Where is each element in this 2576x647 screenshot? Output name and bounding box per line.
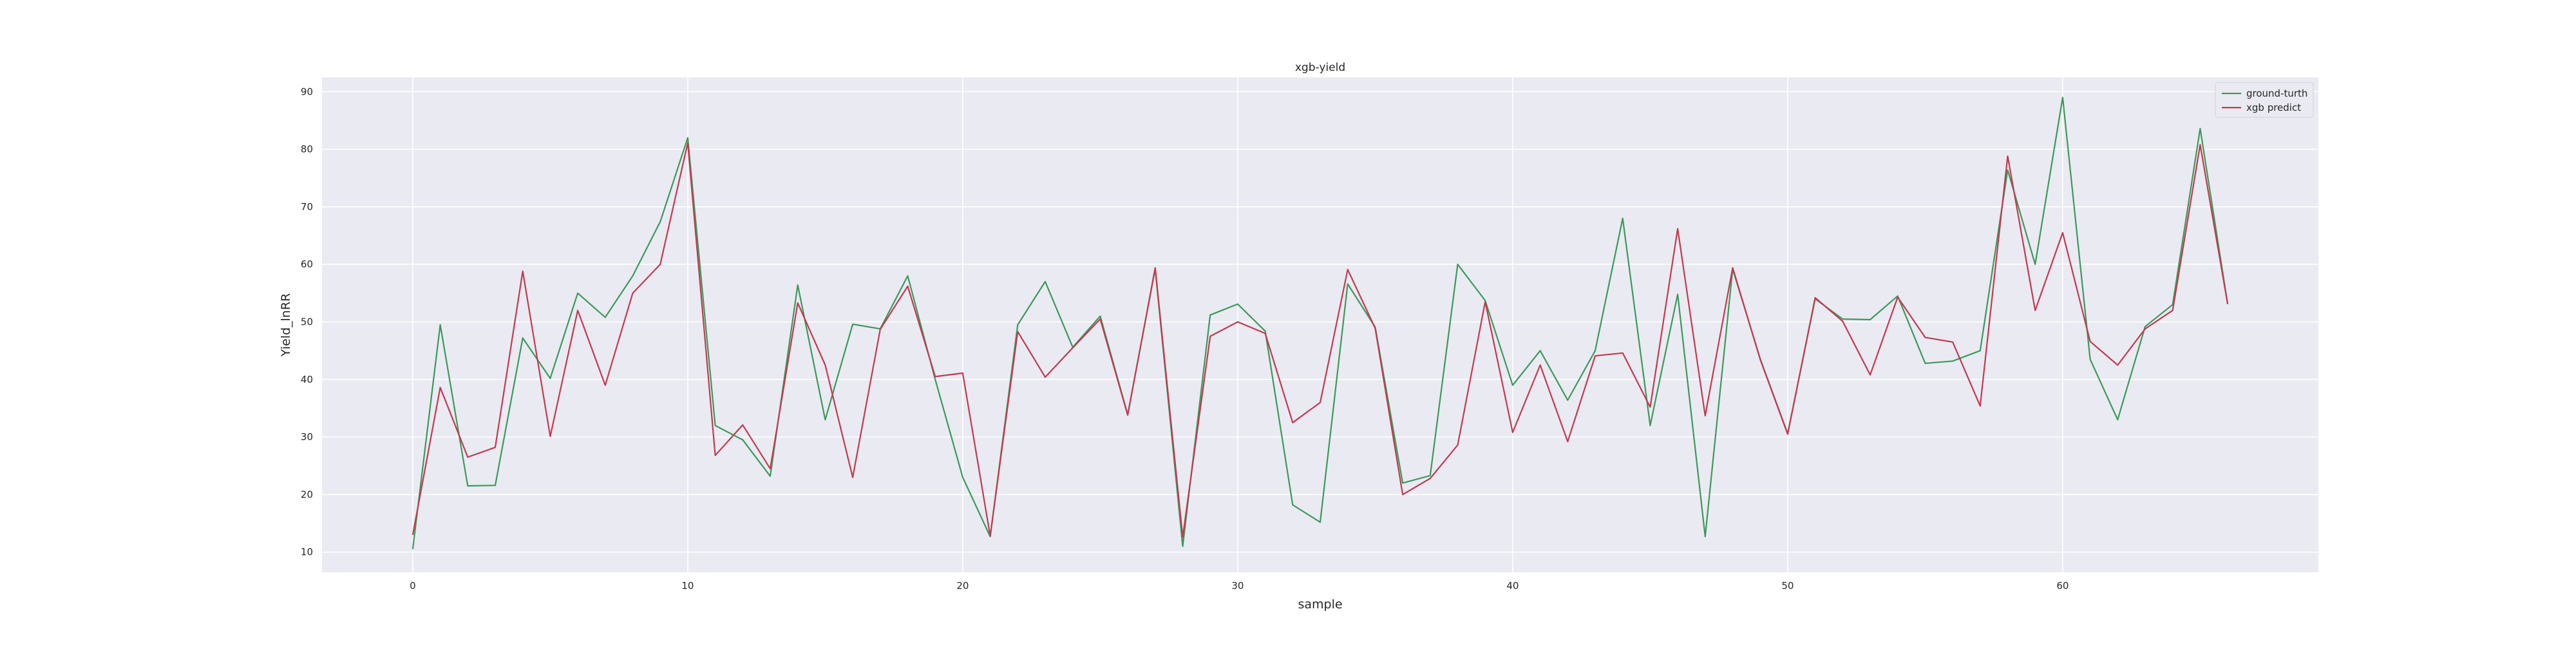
y-tick-label: 10 (301, 546, 313, 558)
chart-title: xgb-yield (1295, 61, 1345, 74)
legend-label: xgb predict (2246, 102, 2301, 113)
x-tick-label: 10 (681, 580, 694, 592)
x-tick-label: 60 (2056, 580, 2069, 592)
y-tick-label: 50 (301, 316, 313, 328)
y-tick-label: 80 (301, 144, 313, 155)
y-axis-label: Yield_lnRR (279, 293, 293, 357)
series-line-2 (412, 142, 2229, 538)
x-tick-label: 40 (1506, 580, 1519, 592)
legend: ground-turth xgb predict (2215, 82, 2314, 118)
series-line-1 (412, 97, 2229, 550)
plot-area (322, 77, 2318, 572)
x-axis-label: sample (1298, 597, 1342, 612)
y-tick-label: 90 (301, 86, 313, 97)
x-tick-label: 50 (1781, 580, 1794, 592)
tick-layer: 0 10 20 30 40 50 60 10 20 30 40 50 60 70 80 90 (301, 86, 2069, 592)
series-layer (412, 97, 2229, 550)
x-tick-label: 20 (956, 580, 969, 592)
legend-label: ground-turth (2246, 88, 2307, 99)
y-tick-label: 40 (301, 374, 313, 385)
legend-frame (2215, 82, 2314, 118)
x-tick-label: 0 (410, 580, 416, 592)
grid-layer (322, 77, 2318, 572)
y-tick-label: 60 (301, 258, 313, 270)
y-tick-label: 30 (301, 431, 313, 443)
y-tick-label: 20 (301, 488, 313, 500)
y-tick-label: 70 (301, 201, 313, 213)
x-tick-label: 30 (1231, 580, 1244, 592)
